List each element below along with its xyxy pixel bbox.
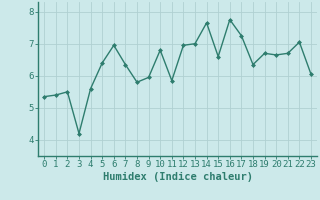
X-axis label: Humidex (Indice chaleur): Humidex (Indice chaleur) <box>103 172 252 182</box>
